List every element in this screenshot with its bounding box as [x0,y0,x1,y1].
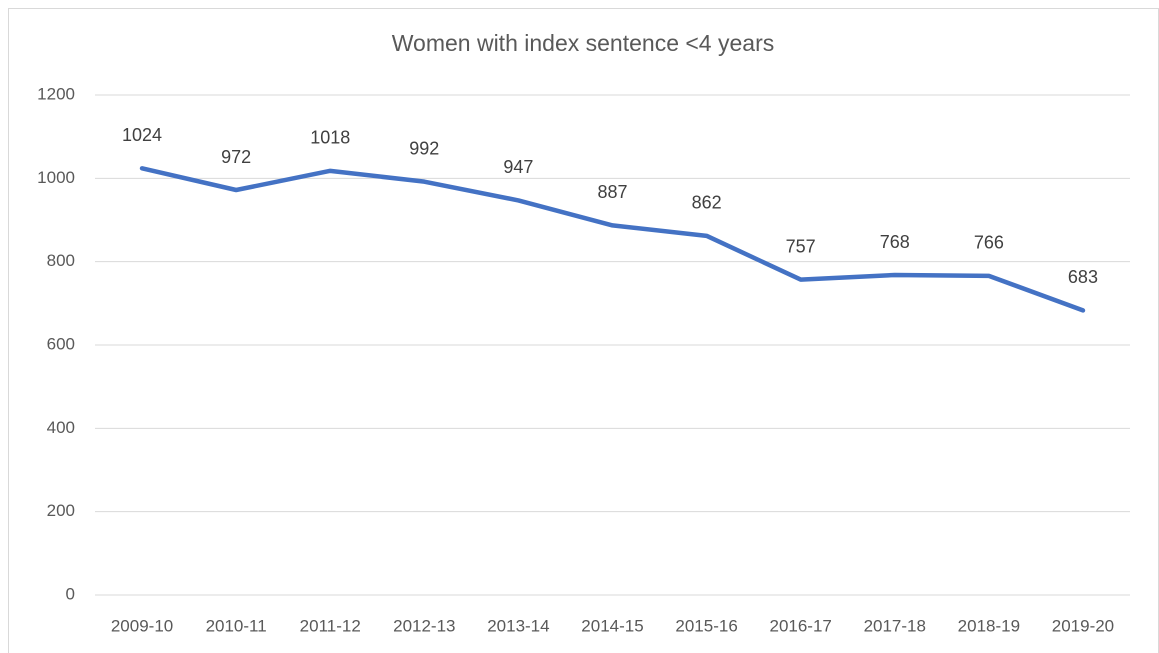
chart-border [8,8,1159,653]
data-label: 862 [692,193,722,213]
x-tick-label: 2010-11 [206,616,267,635]
data-label: 992 [409,138,439,158]
x-tick-label: 2011-12 [300,616,361,635]
x-tick-label: 2014-15 [581,616,643,635]
line [139,166,1086,313]
x-tick-label: 2015-16 [675,616,737,635]
y-tick-label: 200 [47,501,75,520]
data-label: 768 [880,232,910,252]
x-tick-label: 2018-19 [958,616,1020,635]
x-tick-label: 2019-20 [1052,616,1114,635]
x-tick-label: 2017-18 [864,616,926,635]
x-tick-label: 2016-17 [769,616,831,635]
x-tick-label: 2009-10 [111,616,173,635]
data-label: 757 [786,236,816,256]
y-tick-label: 800 [47,251,75,270]
data-label: 766 [974,233,1004,253]
y-tick-label: 0 [66,584,75,603]
x-tick-label: 2012-13 [393,616,455,635]
data-label: 683 [1068,267,1098,287]
data-label: 887 [597,182,627,202]
y-tick-label: 400 [47,418,75,437]
x-tick-label: 2013-14 [487,616,549,635]
y-tick-label: 1000 [37,168,75,187]
data-label: 1024 [122,125,162,145]
y-tick-label: 600 [47,334,75,353]
data-label: 972 [221,147,251,167]
data-label: 947 [503,157,533,177]
y-tick-label: 1200 [37,84,75,103]
data-label: 1018 [310,128,350,148]
chart-title: Women with index sentence <4 years [392,30,774,56]
